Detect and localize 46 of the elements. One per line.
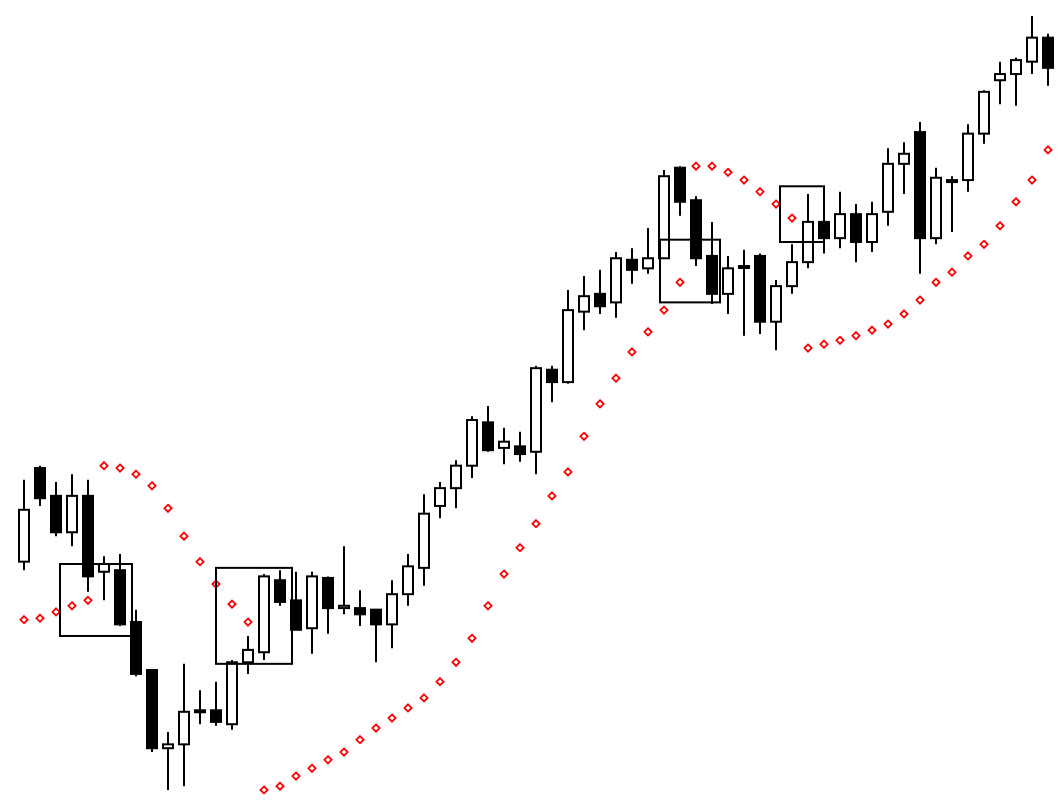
candlestick (610, 251, 622, 319)
candlestick (66, 473, 78, 548)
candlestick (850, 203, 862, 264)
candlestick (770, 278, 782, 352)
candlestick (674, 165, 686, 217)
candlestick (354, 589, 366, 627)
candlestick (322, 575, 334, 635)
candlestick (786, 243, 798, 295)
candlestick (994, 60, 1006, 106)
candlestick (642, 227, 654, 275)
candlestick (898, 141, 910, 196)
candlestick (34, 464, 46, 507)
candlestick (162, 730, 174, 791)
candlestick (578, 275, 590, 332)
candlestick (242, 634, 254, 675)
candlestick (210, 680, 222, 727)
candlestick (834, 190, 846, 250)
candlestick (962, 123, 974, 193)
candlestick (626, 247, 638, 285)
candlestick (1026, 15, 1038, 76)
candlestick (946, 175, 958, 233)
candlestick (498, 426, 510, 466)
candlestick (274, 569, 286, 607)
candlestick (434, 480, 446, 520)
candlestick (386, 579, 398, 650)
candlestick (178, 662, 190, 788)
candlestick (370, 608, 382, 664)
candlestick (194, 689, 206, 726)
candlestick (338, 545, 350, 616)
candlestick (738, 248, 750, 337)
candlestick (466, 415, 478, 480)
candlestick (706, 220, 718, 305)
candlestick (1010, 56, 1022, 107)
candlestick (1042, 32, 1054, 87)
candlestick (50, 480, 62, 538)
candlestick (594, 268, 606, 315)
candlestick (978, 89, 990, 145)
candlestick (802, 193, 814, 270)
candlestick (450, 459, 462, 510)
candlestick (866, 200, 878, 254)
candlestick (722, 254, 734, 315)
candlestick (882, 147, 894, 227)
candlestick (514, 430, 526, 463)
candlestick (482, 405, 494, 453)
candlestick (402, 552, 414, 607)
candlestick (546, 364, 558, 404)
